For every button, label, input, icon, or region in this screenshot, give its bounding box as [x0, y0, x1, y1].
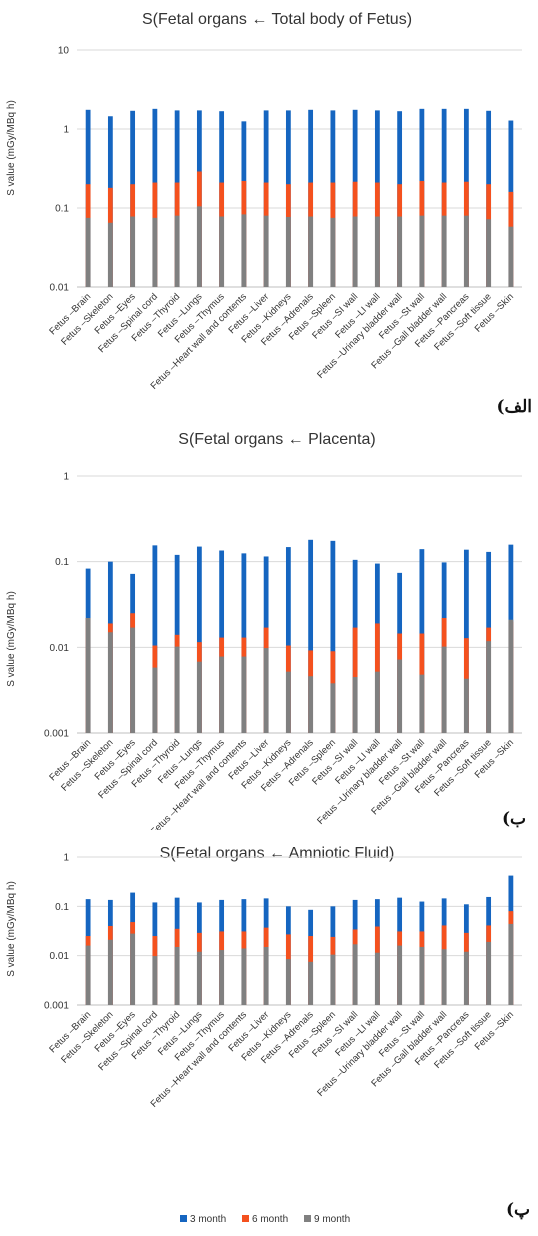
bar-9-month [85, 217, 91, 287]
bar-9-month [308, 961, 314, 1005]
bar-9-month [285, 959, 291, 1005]
bar-9-month [174, 646, 180, 733]
bar-9-month [508, 619, 514, 733]
bar-9-month [196, 206, 202, 287]
bar-9-month [441, 215, 447, 287]
bar-9-month [308, 676, 314, 733]
bar-3-month [152, 545, 158, 733]
y-tick-label: 0.1 [55, 204, 69, 215]
bar-9-month [441, 646, 447, 733]
bar-9-month [130, 933, 136, 1005]
bar-9-month [419, 215, 425, 287]
bar-9-month [241, 948, 247, 1005]
chart-title: S(Fetal organs ← Amniotic Fluid) [160, 845, 395, 862]
bar-9-month [263, 215, 269, 287]
panel-label: (ب [502, 809, 526, 829]
bar-9-month [397, 659, 403, 733]
legend-label-3-month: 3 month [190, 1214, 226, 1225]
bar-9-month [419, 946, 425, 1005]
bar-9-month [241, 656, 247, 733]
bar-9-month [486, 219, 492, 287]
y-tick-label: 10 [58, 46, 70, 57]
bar-9-month [441, 949, 447, 1005]
legend-label-6-month: 6 month [252, 1214, 288, 1225]
bar-9-month [85, 617, 91, 733]
y-tick-label: 0.01 [50, 283, 70, 294]
legend-swatch-6-month [242, 1215, 249, 1222]
bar-9-month [419, 674, 425, 733]
bar-9-month [219, 216, 225, 287]
bar-9-month [397, 945, 403, 1005]
bar-9-month [196, 661, 202, 733]
bar-9-month [152, 667, 158, 733]
bar-9-month [508, 923, 514, 1005]
bar-9-month [130, 627, 136, 733]
bar-9-month [219, 656, 225, 733]
bar-9-month [107, 632, 113, 733]
bar-9-month [152, 956, 158, 1005]
bar-9-month [330, 683, 336, 733]
chart-title: S(Fetal organs ← Total body of Fetus) [142, 11, 412, 28]
y-tick-label: 0.001 [44, 729, 69, 740]
y-tick-label: 1 [63, 125, 69, 136]
chart-placenta: S(Fetal organs ← Placenta) S value (mGy/… [6, 431, 526, 830]
bar-9-month [285, 671, 291, 733]
bar-9-month [196, 951, 202, 1005]
bar-9-month [374, 216, 380, 287]
bar-9-month [463, 678, 469, 733]
legend-swatch-3-month [180, 1215, 187, 1222]
panel-label: (الف [496, 397, 532, 415]
bar-9-month [85, 945, 91, 1005]
bar-3-month [330, 540, 336, 733]
y-tick-label: 0.001 [44, 1001, 69, 1012]
bar-3-month [285, 547, 291, 733]
bar-9-month [397, 216, 403, 287]
y-tick-label: 0.01 [50, 951, 70, 962]
bar-9-month [486, 641, 492, 733]
legend-label-9-month: 9 month [314, 1214, 350, 1225]
bar-9-month [463, 951, 469, 1005]
bar-9-month [486, 941, 492, 1005]
y-tick-label: 0.1 [55, 557, 69, 568]
legend: 3 month 6 month 9 month [180, 1214, 350, 1225]
y-tick-label: 1 [63, 853, 69, 864]
chart-total-body: S(Fetal organs ← Total body of Fetus) S … [6, 11, 532, 415]
y-tick-label: 1 [63, 472, 69, 483]
bar-9-month [352, 216, 358, 287]
bar-3-month [196, 546, 202, 733]
bar-9-month [285, 216, 291, 287]
y-axis-label: S value (mGy/MBq h) [6, 881, 17, 977]
bar-9-month [107, 222, 113, 287]
bar-9-month [152, 217, 158, 287]
bar-9-month [263, 946, 269, 1005]
panel-label: (پ [506, 1200, 530, 1220]
y-tick-label: 0.01 [50, 643, 70, 654]
bar-9-month [374, 671, 380, 733]
bar-9-month [463, 215, 469, 287]
bar-9-month [352, 677, 358, 733]
bar-9-month [174, 946, 180, 1005]
bar-9-month [219, 950, 225, 1005]
y-axis-label: S value (mGy/MBq h) [6, 100, 17, 196]
bar-9-month [352, 944, 358, 1005]
chart-title: S(Fetal organs ← Placenta) [178, 431, 375, 448]
bar-9-month [107, 939, 113, 1005]
bar-9-month [330, 954, 336, 1005]
bar-9-month [130, 216, 136, 287]
bar-9-month [174, 215, 180, 287]
bar-9-month [330, 217, 336, 287]
bar-9-month [508, 226, 514, 287]
bar-9-month [241, 214, 247, 287]
bar-3-month [308, 539, 314, 733]
y-axis-label: S value (mGy/MBq h) [6, 591, 17, 687]
y-tick-label: 0.1 [55, 902, 69, 913]
chart-amniotic-fluid: S(Fetal organs ← Amniotic Fluid) S value… [6, 845, 530, 1225]
legend-swatch-9-month [304, 1215, 311, 1222]
bar-9-month [308, 216, 314, 287]
bar-9-month [374, 952, 380, 1005]
bar-9-month [263, 648, 269, 733]
